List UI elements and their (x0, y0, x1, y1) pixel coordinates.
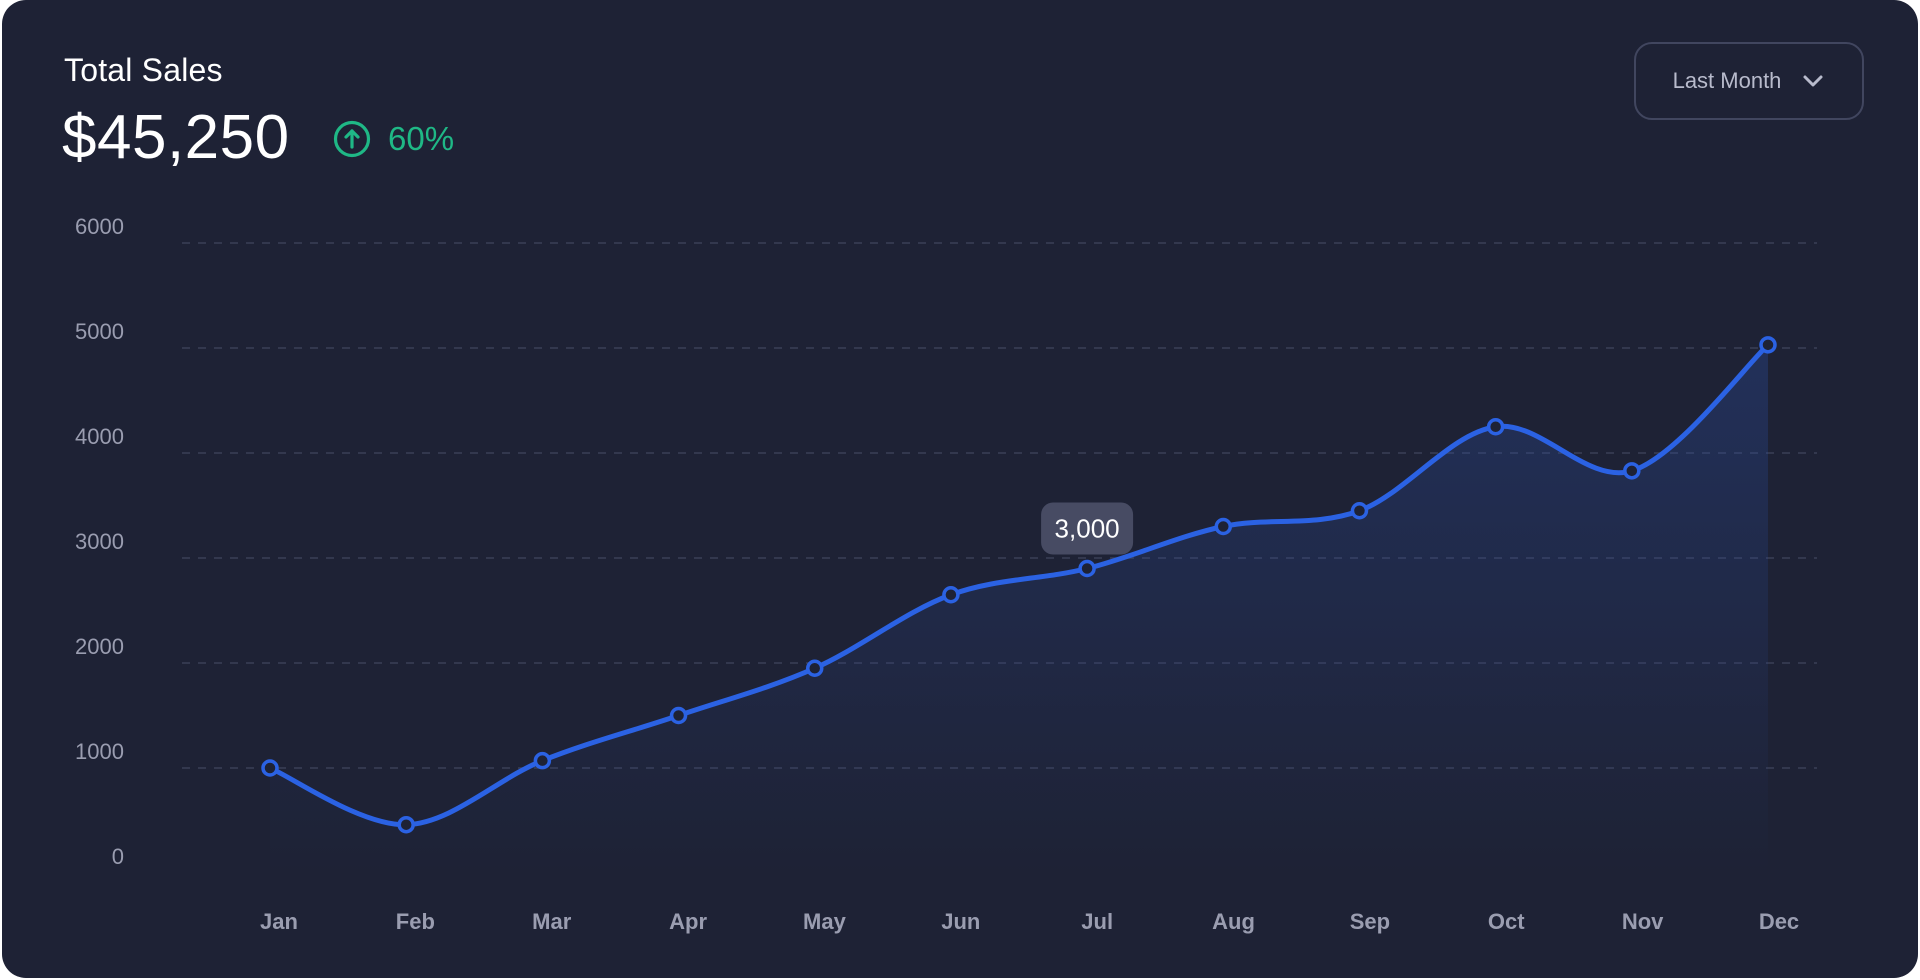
x-tick-label: Feb (396, 909, 435, 934)
data-point[interactable] (1486, 418, 1505, 436)
data-point[interactable] (1623, 462, 1641, 480)
arrow-up-circle-icon (333, 120, 371, 158)
period-dropdown-label: Last Month (1672, 68, 1782, 93)
y-tick-label: 4000 (75, 424, 124, 449)
y-tick-label: 0 (112, 844, 124, 869)
data-point[interactable] (533, 751, 552, 770)
card-title: Total Sales (64, 52, 223, 88)
data-point[interactable] (805, 659, 824, 677)
period-dropdown[interactable]: Last Month (1634, 42, 1864, 120)
value-tooltip: 3,000 (1041, 502, 1134, 555)
x-tick-label: Jan (260, 909, 298, 934)
x-tick-label: Apr (669, 909, 707, 934)
tooltip-label: 3,000 (1055, 514, 1120, 544)
data-point[interactable] (1759, 336, 1777, 354)
y-tick-label: 5000 (75, 319, 124, 344)
chevron-down-icon (1803, 75, 1823, 87)
x-tick-label: Nov (1622, 909, 1664, 934)
y-tick-label: 1000 (75, 739, 124, 764)
x-tick-label: Dec (1759, 909, 1799, 934)
x-tick-label: Jul (1081, 909, 1113, 934)
x-tick-label: Oct (1488, 909, 1525, 934)
y-tick-label: 2000 (75, 634, 124, 659)
y-tick-label: 3000 (75, 529, 124, 554)
sales-change: 60% (332, 118, 454, 160)
data-point[interactable] (1350, 502, 1369, 520)
x-tick-label: May (803, 909, 847, 934)
x-tick-label: Mar (532, 909, 572, 934)
tooltip-box (1041, 502, 1134, 555)
total-sales-value: $45,250 (62, 103, 290, 172)
sales-change-percent: 60% (388, 120, 455, 157)
data-point[interactable] (397, 815, 415, 834)
x-tick-label: Aug (1212, 909, 1255, 934)
x-tick-label: Jun (941, 909, 980, 934)
x-axis: Jan Feb Mar Apr May Jun Jul Aug Sep Oct Nov Dec (260, 909, 1799, 934)
data-point[interactable] (1078, 559, 1096, 578)
data-point[interactable] (1214, 517, 1233, 536)
x-tick-label: Sep (1350, 909, 1390, 934)
data-points (261, 336, 1777, 834)
data-point[interactable] (942, 586, 960, 604)
data-point[interactable] (261, 759, 279, 777)
sales-area-fill (270, 344, 1768, 874)
y-tick-label: 6000 (75, 214, 124, 239)
data-point[interactable] (669, 706, 688, 725)
y-axis: 0 1000 2000 3000 4000 5000 6000 (75, 214, 124, 869)
sales-line (267, 342, 1771, 828)
